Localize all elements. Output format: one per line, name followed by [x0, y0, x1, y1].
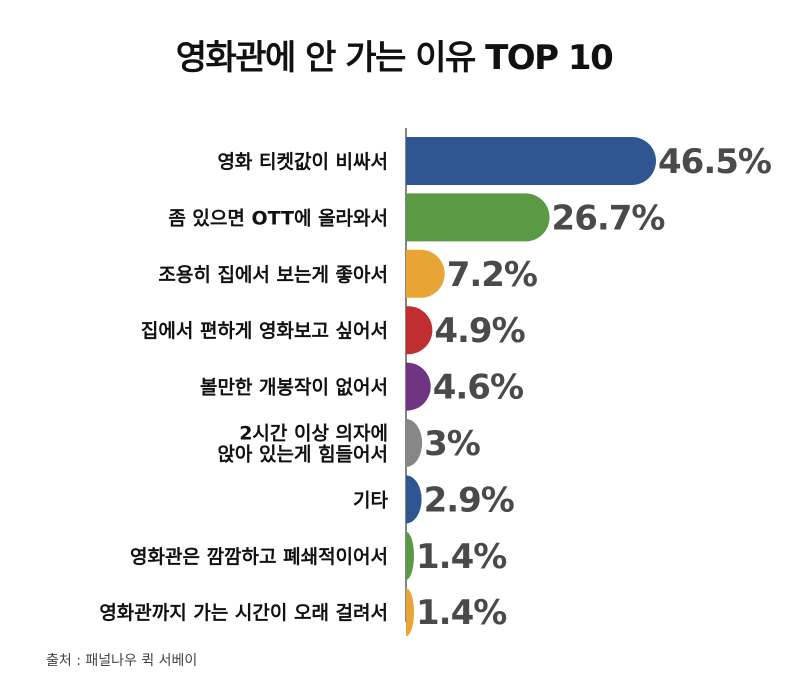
value-label: 2.9%	[424, 480, 514, 520]
category-label: 2시간 이상 의자에	[239, 423, 388, 445]
bar	[406, 475, 422, 524]
source-note: 출처 : 패널나우 퀵 서베이	[46, 653, 198, 669]
value-label: 1.4%	[416, 593, 506, 633]
category-label: 영화관은 깜깜하고 폐쇄적이어서	[130, 546, 388, 568]
bar	[406, 306, 433, 355]
category-label: 앉아 있는게 힘들어서	[217, 444, 388, 466]
bar	[406, 419, 423, 467]
category-label: 집에서 편하게 영화보고 싶어서	[141, 320, 388, 342]
category-label: 좀 있으면 OTT에 올라와서	[168, 207, 388, 229]
category-label: 조용히 집에서 보는게 좋아서	[158, 264, 388, 286]
bar	[406, 193, 550, 242]
chart-title: 영화관에 안 가는 이유 TOP 10	[175, 38, 614, 78]
bar	[406, 588, 414, 637]
value-label: 4.9%	[434, 311, 524, 351]
category-label: 기타	[353, 489, 388, 511]
value-label: 4.6%	[433, 368, 523, 408]
category-label: 영화 티켓값이 비싸서	[217, 151, 388, 173]
category-label: 볼만한 개봉작이 없어서	[200, 377, 388, 399]
value-label: 46.5%	[658, 142, 771, 182]
category-label: 영화관까지 가는 시간이 오래 걸려서	[99, 602, 388, 624]
value-label: 26.7%	[552, 198, 665, 238]
bar	[406, 137, 656, 185]
bar	[406, 249, 445, 298]
value-label: 3%	[424, 424, 480, 464]
value-label: 1.4%	[416, 537, 506, 577]
bar	[406, 362, 431, 411]
bar	[406, 531, 414, 580]
value-label: 7.2%	[447, 255, 537, 295]
